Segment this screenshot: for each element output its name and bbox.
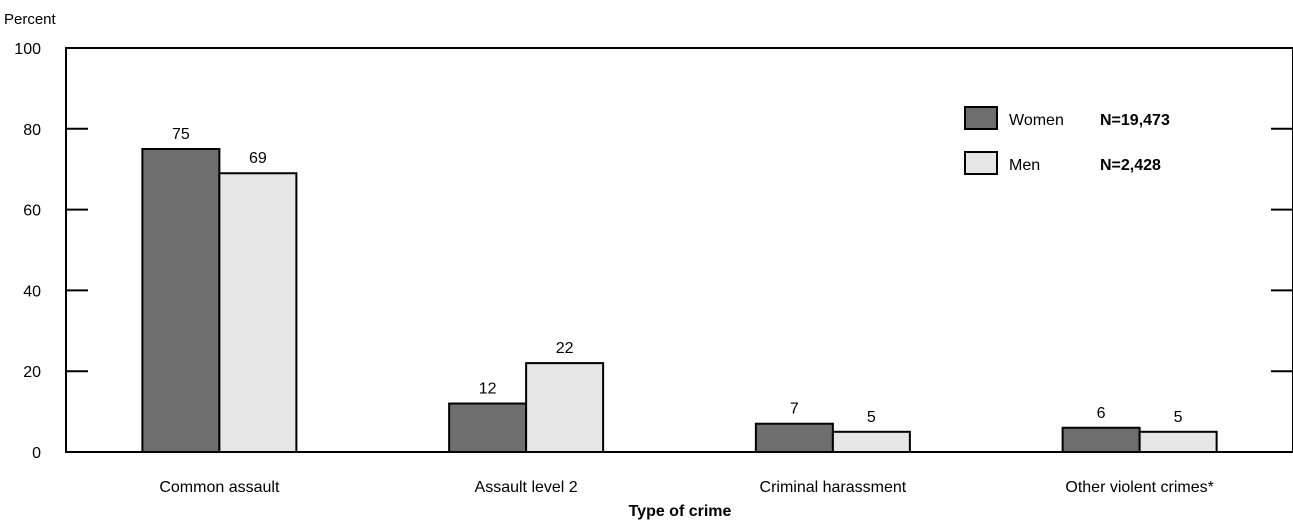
data-label: 75	[172, 126, 190, 143]
bar-men	[831, 430, 911, 453]
bar-women	[1061, 426, 1141, 454]
data-label: 6	[1097, 405, 1106, 422]
data-label: 12	[479, 381, 497, 398]
bar-women	[141, 148, 221, 453]
category-label: Other violent crimes*	[1065, 479, 1214, 496]
data-label: 22	[556, 340, 574, 357]
data-label: 5	[867, 409, 876, 426]
bar-men	[1138, 430, 1218, 453]
category-label: Assault level 2	[475, 479, 578, 496]
legend: Women N=19,473 Men N=2,428	[964, 106, 1170, 175]
bar-women	[448, 402, 528, 453]
legend-label: Women	[1009, 112, 1064, 129]
y-tick-label: 0	[32, 445, 41, 462]
data-label: 7	[790, 401, 799, 418]
y-axis: 0 20 40 60 80 100	[14, 41, 1293, 462]
y-tick-label: 80	[23, 122, 41, 139]
legend-swatch-women	[964, 106, 998, 130]
plot-frame	[65, 47, 1293, 453]
x-axis-labels: Common assault Assault level 2 Criminal ha…	[159, 479, 1214, 496]
y-axis-title: Percent	[4, 11, 57, 28]
bar-women	[754, 422, 834, 454]
bar-men	[218, 172, 298, 454]
legend-n-label: N=2,428	[1100, 157, 1161, 174]
y-tick-label: 100	[14, 41, 41, 58]
data-label: 69	[249, 150, 267, 167]
x-axis-title: Type of crime	[629, 503, 732, 520]
category-label: Criminal harassment	[760, 479, 907, 496]
y-tick-label: 40	[23, 283, 41, 300]
legend-label: Men	[1009, 157, 1040, 174]
data-label: 5	[1174, 409, 1183, 426]
y-tick-label: 60	[23, 203, 41, 220]
legend-swatch-men	[964, 151, 998, 175]
bar-men	[525, 362, 605, 453]
category-label: Common assault	[159, 479, 280, 496]
legend-n-label: N=19,473	[1100, 112, 1170, 129]
y-tick-label: 20	[23, 364, 41, 381]
